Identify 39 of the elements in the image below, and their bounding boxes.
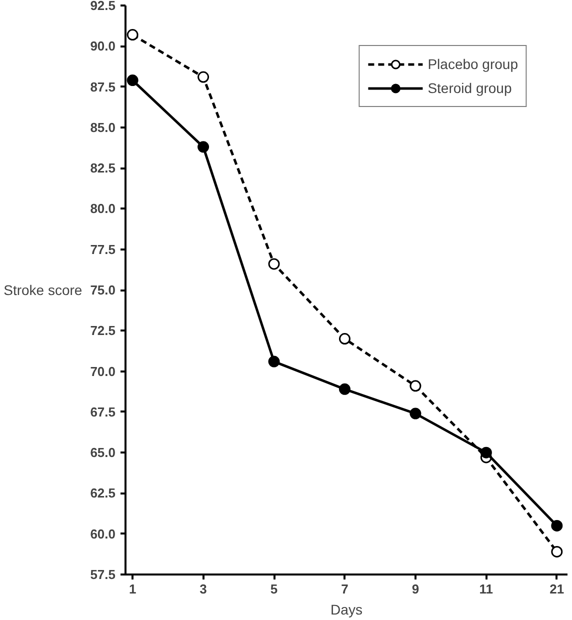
y-tick-label: 65.0 (90, 445, 116, 460)
x-tick-label: 11 (479, 582, 494, 596)
point (338, 333, 350, 345)
point (551, 520, 563, 532)
x-tick-label: 1 (128, 582, 136, 596)
point (268, 258, 280, 270)
x-axis-title: Days (330, 602, 362, 618)
y-tick-label: 85.0 (90, 120, 116, 135)
point (480, 446, 492, 458)
y-tick-label: 92.5 (90, 0, 116, 13)
y-axis-title: Stroke score (4, 282, 82, 298)
x-tick-label: 7 (341, 582, 348, 596)
point (338, 383, 350, 395)
y-tick-label: 82.5 (90, 160, 116, 176)
y-tick-label: 57.5 (90, 567, 116, 582)
x-tick-label: 9 (412, 582, 420, 596)
point (198, 71, 210, 83)
point (410, 380, 422, 392)
point (410, 408, 422, 420)
x-tick-label: 5 (270, 582, 278, 596)
y-tick-label: 72.5 (90, 323, 116, 338)
y-tick-label: 67.5 (90, 404, 116, 420)
point (126, 74, 138, 86)
y-tick-label: 62.5 (90, 486, 116, 501)
y-tick-label: 70.0 (90, 364, 116, 379)
y-tick-label: 60.0 (90, 526, 116, 542)
x-tick-label: 3 (200, 582, 207, 596)
legend-label: Placebo group (428, 56, 518, 72)
x-tick-label: 21 (550, 582, 564, 596)
y-tick-label: 80.0 (90, 201, 116, 216)
legend-label: Steroid group (428, 80, 512, 96)
point (198, 141, 210, 153)
point (126, 29, 138, 41)
y-tick-label: 87.5 (90, 79, 116, 94)
y-tick-label: 77.5 (90, 242, 116, 257)
point (268, 356, 280, 368)
point (551, 546, 563, 558)
y-tick-label: 75.0 (90, 282, 116, 298)
y-tick-label: 90.0 (90, 38, 116, 54)
